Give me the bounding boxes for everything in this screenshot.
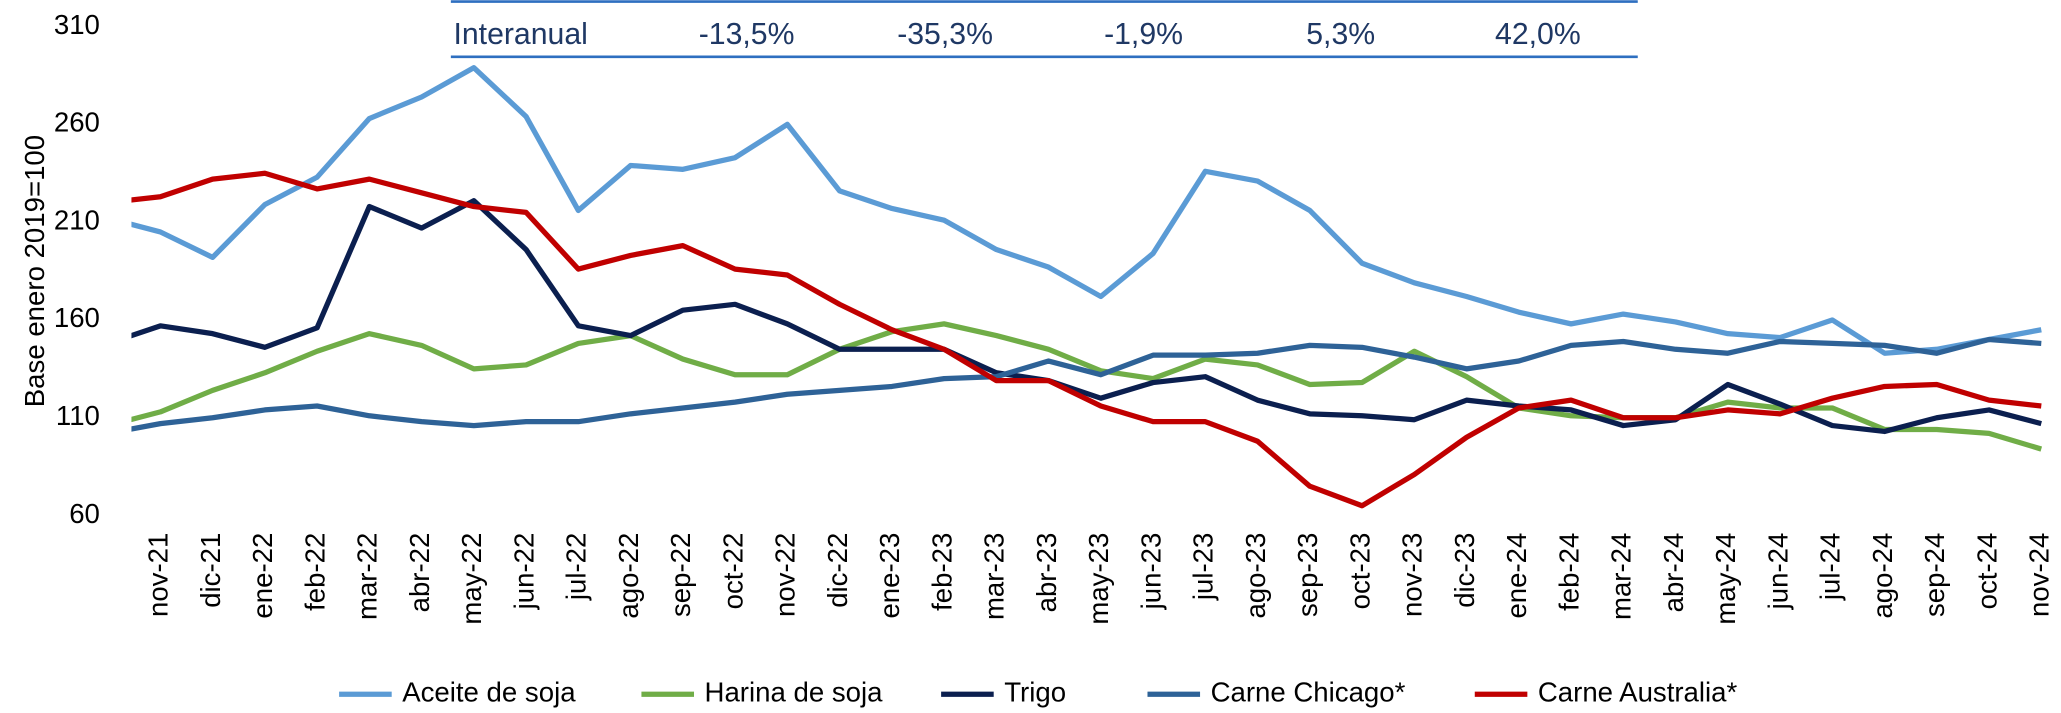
legend-label: Harina de soja xyxy=(705,677,884,708)
x-tick-label: nov-24 xyxy=(2024,533,2055,617)
x-tick-label: jul-22 xyxy=(561,533,592,602)
annotation-value: 42,0% xyxy=(1495,18,1581,51)
y-axis-label: Base enero 2019=100 xyxy=(19,135,50,407)
x-tick-label: oct-22 xyxy=(717,533,748,610)
x-tick-label: abr-23 xyxy=(1031,533,1062,613)
x-tick-label: abr-22 xyxy=(404,533,435,613)
x-tick-label: sep-24 xyxy=(1919,533,1950,617)
x-tick-label: feb-23 xyxy=(926,533,957,611)
x-tick-label: abr-24 xyxy=(1658,533,1689,613)
x-tick-label: nov-22 xyxy=(770,533,801,617)
y-tick-label: 160 xyxy=(54,302,100,333)
x-tick-label: jul-24 xyxy=(1815,533,1846,602)
x-tick-label: jun-24 xyxy=(1762,533,1793,611)
y-tick-label: 60 xyxy=(69,498,100,529)
x-tick-label: dic-23 xyxy=(1449,533,1480,608)
annotation-value: -35,3% xyxy=(897,18,993,51)
x-tick-label: jun-23 xyxy=(1135,533,1166,611)
x-tick-label: may-24 xyxy=(1710,533,1741,625)
x-tick-label: may-23 xyxy=(1083,533,1114,625)
x-tick-label: nov-23 xyxy=(1397,533,1428,617)
x-tick-label: ago-24 xyxy=(1867,533,1898,619)
y-tick-label: 210 xyxy=(54,204,100,235)
y-tick-label: 310 xyxy=(54,9,100,40)
x-tick-label: ene-23 xyxy=(874,533,905,619)
legend-label: Carne Australia* xyxy=(1538,677,1738,708)
annotation-value: -1,9% xyxy=(1104,18,1183,51)
x-tick-label: sep-22 xyxy=(665,533,696,617)
x-tick-label: nov-21 xyxy=(143,533,174,617)
x-tick-label: oct-23 xyxy=(1344,533,1375,610)
series-line xyxy=(131,170,2042,509)
x-tick-label: mar-24 xyxy=(1606,533,1637,620)
x-tick-label: dic-22 xyxy=(822,533,853,608)
x-tick-label: ene-24 xyxy=(1501,533,1532,619)
annotation-value: -13,5% xyxy=(699,18,795,51)
x-tick-label: ago-23 xyxy=(1240,533,1271,619)
series-line xyxy=(131,321,2043,452)
x-tick-label: mar-22 xyxy=(352,533,383,620)
series-line xyxy=(131,336,2042,432)
plot-area xyxy=(131,65,2043,509)
x-tick-label: mar-23 xyxy=(979,533,1010,620)
annotation-value: 5,3% xyxy=(1306,18,1375,51)
y-tick-label: 110 xyxy=(56,400,100,431)
x-tick-label: ago-22 xyxy=(613,533,644,619)
x-tick-label: oct-24 xyxy=(1971,533,2002,610)
series-line xyxy=(131,198,2042,435)
legend-label: Trigo xyxy=(1004,677,1066,708)
x-tick-label: ene-22 xyxy=(247,533,278,619)
x-tick-label: jul-23 xyxy=(1188,533,1219,602)
legend-label: Carne Chicago* xyxy=(1211,677,1406,708)
x-tick-label: jun-22 xyxy=(508,533,539,611)
x-tick-label: dic-21 xyxy=(195,533,226,608)
x-tick-label: may-22 xyxy=(456,533,487,625)
x-tick-label: sep-23 xyxy=(1292,533,1323,617)
series-line xyxy=(131,65,2042,356)
x-tick-label: feb-22 xyxy=(299,533,330,611)
annotation-label: Interanual xyxy=(453,18,587,51)
x-tick-label: feb-24 xyxy=(1553,533,1584,611)
legend-label: Aceite de soja xyxy=(402,677,576,708)
y-tick-label: 260 xyxy=(54,107,100,138)
